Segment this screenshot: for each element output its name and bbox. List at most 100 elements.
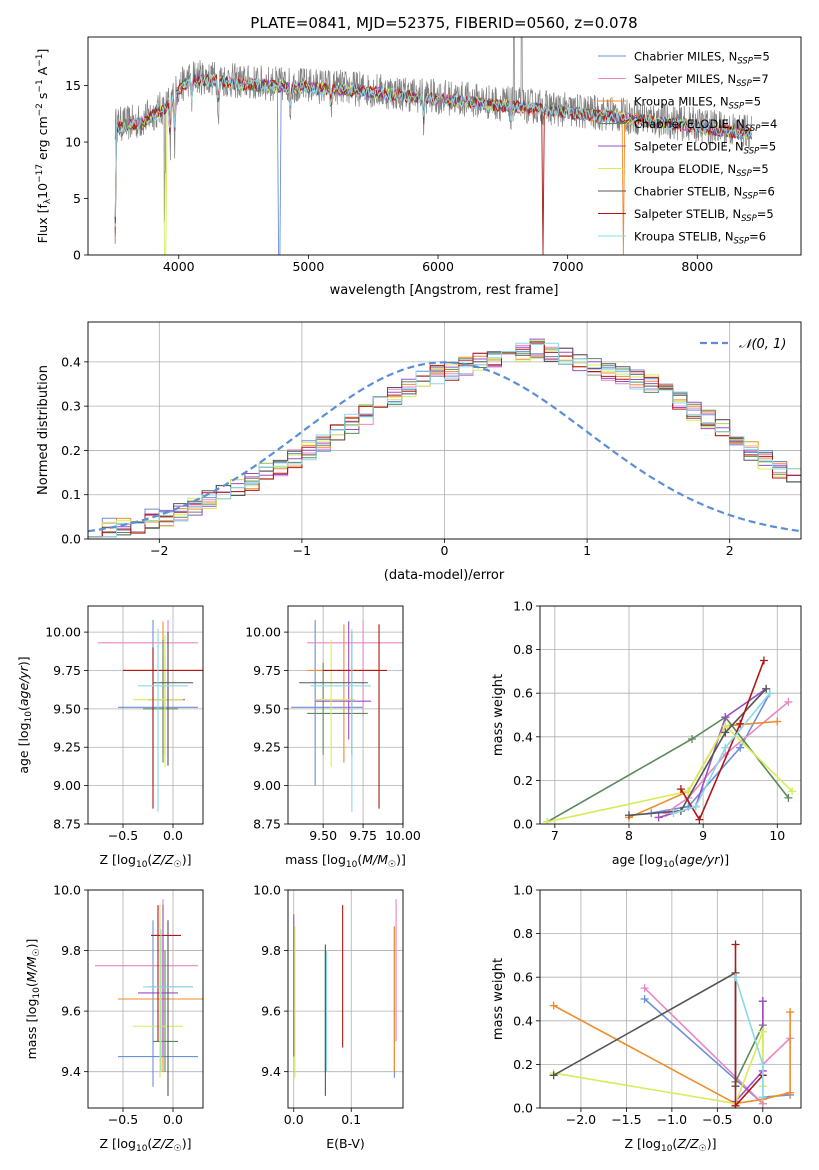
y-tick-label: 10.0: [53, 883, 81, 898]
panel-mass-weight-vs-z: −2.0 −1.5 −1.0 −0.5 0.0 0.0 0.2 0.4 0.6 0.8 1.0 Z […: [491, 883, 802, 1154]
y-tick-label: 9.00: [253, 778, 281, 793]
weight-marker: [786, 1088, 795, 1097]
weight-marker: [784, 793, 793, 802]
weight-marker: [758, 1060, 767, 1069]
weight-marker: [691, 802, 700, 811]
weight-marker: [762, 684, 771, 693]
y-tick-label: 9.50: [253, 701, 281, 716]
weight-marker: [765, 689, 774, 698]
x-tick-label: 9: [699, 828, 707, 843]
y-tick-label: 9.4: [261, 1064, 281, 1079]
x-tick-label: 10: [769, 828, 785, 843]
weight-line-9: [673, 692, 771, 814]
weight-marker: [758, 1093, 767, 1102]
y-tick-label: 9.50: [53, 701, 81, 716]
weight-marker: [695, 815, 704, 824]
x-tick-label: −1.0: [657, 1112, 687, 1127]
weight-marker: [786, 1008, 795, 1017]
weight-marker: [759, 656, 768, 665]
axes-frame: [87, 889, 204, 1109]
weight-marker: [721, 728, 730, 737]
panel-age-vs-z: −0.5 0.0 8.75 9.00 9.25 9.50 9.75 10.00 Z [log10…: [16, 605, 204, 870]
y-axis-label: mass weight: [491, 674, 506, 756]
y-tick-label: 9.6: [261, 1004, 281, 1019]
weight-marker: [721, 743, 730, 752]
x-tick-label: 0.0: [753, 1112, 773, 1127]
y-tick-label: 8.75: [53, 817, 81, 832]
weight-line-2: [665, 701, 789, 814]
legend-label: Salpeter MILES, NSSP=7: [634, 72, 769, 89]
axes-frame: [287, 889, 404, 1109]
axes-frame: [87, 36, 802, 256]
legend-label: Salpeter STELIB, NSSP=5: [634, 207, 774, 224]
y-tick-label: 15: [65, 78, 81, 93]
axes-frame: [87, 605, 204, 825]
y-axis-label: age [log10(age/yr)]: [16, 656, 34, 773]
plot-area: [95, 899, 203, 1096]
weight-marker: [676, 785, 685, 794]
x-tick-label: −1: [293, 543, 311, 558]
weight-marker: [684, 787, 693, 796]
legend-label: 𝒩(0, 1): [739, 337, 786, 352]
y-tick-label: 9.4: [61, 1064, 81, 1079]
weight-marker: [669, 809, 678, 818]
legend-label: Kroupa ELODIE, NSSP=5: [634, 162, 769, 179]
weight-marker: [736, 743, 745, 752]
y-axis-label: Normed distribution: [36, 365, 51, 495]
weight-line-8: [680, 660, 765, 822]
residual-histogram-6: [88, 339, 801, 538]
weight-marker: [721, 713, 730, 722]
chart-title: PLATE=0841, MJD=52375, FIBERID=0560, z=0…: [250, 14, 637, 32]
panel-mass-weight-vs-age: 7 8 9 10 0.0 0.2 0.4 0.6 0.8 1.0 age [log10(age/yr…: [491, 599, 802, 870]
weight-marker: [543, 817, 552, 824]
legend-label: Kroupa STELIB, NSSP=6: [634, 230, 766, 247]
weight-marker: [731, 1101, 740, 1108]
weight-line-6: [547, 724, 793, 823]
y-tick-label: 9.00: [53, 778, 81, 793]
y-tick-label: 9.25: [253, 740, 281, 755]
x-tick-label: 9.50: [309, 828, 337, 843]
panel-mass-vs-ebv: 0.0 0.1 9.4 9.6 9.8 10.0 E(B-V): [253, 883, 404, 1151]
x-axis-label: mass [log10(M/M☉)]: [285, 852, 406, 870]
y-tick-label: 9.25: [53, 740, 81, 755]
plot-area: [98, 619, 203, 812]
panel-spectrum: 4000 5000 6000 7000 8000 0 5 10 15 PLATE=0841, MJ…: [35, 14, 802, 298]
legend-label: Chabrier STELIB, NSSP=6: [634, 185, 775, 202]
y-tick-label: 9.8: [261, 943, 281, 958]
x-tick-label: 4000: [163, 259, 195, 274]
y-tick-label: 10.00: [245, 625, 281, 640]
axes-frame: [539, 889, 802, 1109]
residual-histogram-1: [88, 350, 801, 538]
x-tick-label: 0.0: [163, 828, 183, 843]
axes-frame: [287, 605, 404, 825]
axes-frame: [539, 605, 802, 825]
weight-marker: [773, 717, 782, 726]
plot-area: [543, 656, 797, 824]
y-axis-label: Flux [fλ10−17 erg cm−2 s−1 A−1]: [35, 49, 53, 244]
y-tick-label: 0.4: [513, 729, 533, 744]
weight-line-6: [553, 1031, 764, 1105]
x-axis-label: Z [log10(Z/Z☉)]: [100, 1136, 192, 1154]
y-tick-label: 10: [65, 135, 81, 150]
y-tick-label: 1.0: [513, 599, 533, 614]
y-tick-label: 0.4: [513, 1013, 533, 1028]
weight-marker: [788, 787, 797, 796]
weight-marker: [654, 813, 663, 822]
x-tick-label: 0.0: [163, 1112, 183, 1127]
axes-frame: [87, 321, 802, 540]
y-tick-label: 0.6: [513, 970, 533, 985]
plot-area: [549, 940, 795, 1108]
x-axis-label: (data-model)/error: [384, 568, 505, 583]
legend: Chabrier MILES, NSSP=5 Salpeter MILES, NS…: [598, 50, 777, 247]
x-tick-label: −2: [150, 543, 168, 558]
weight-marker: [549, 1071, 558, 1080]
plot-area: [114, 37, 753, 255]
y-tick-label: 0.2: [61, 443, 81, 458]
x-tick-label: 6000: [422, 259, 454, 274]
weight-marker: [731, 940, 740, 949]
x-tick-label: −0.5: [702, 1112, 732, 1127]
y-tick-label: 0.8: [513, 926, 533, 941]
y-tick-label: 0: [73, 248, 81, 263]
y-tick-label: 9.6: [61, 1004, 81, 1019]
